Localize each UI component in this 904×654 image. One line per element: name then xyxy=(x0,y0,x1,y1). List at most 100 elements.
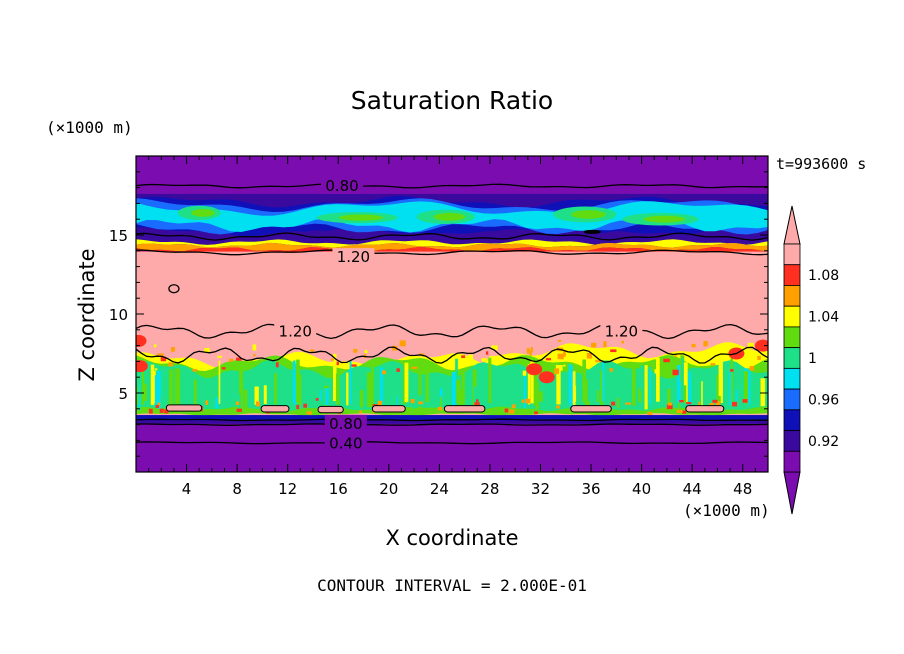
cloud-filament xyxy=(439,388,443,401)
upper-patch-b102 xyxy=(571,210,606,219)
cloud-top-speckle xyxy=(461,355,466,359)
cloud-filament xyxy=(393,377,397,406)
cloud-filament xyxy=(425,368,429,403)
x-tick-label: 48 xyxy=(733,480,752,498)
cloud-top-speckle xyxy=(364,350,368,354)
cloud-top-speckle xyxy=(563,350,566,357)
cloud-base-speckle xyxy=(525,398,531,404)
cloud-base-speckle xyxy=(625,402,632,405)
cloud-top-speckle xyxy=(396,368,400,372)
cloud-base-speckle xyxy=(698,401,701,406)
cloud-filament xyxy=(403,365,406,404)
colorbar-segment xyxy=(783,264,801,286)
upper-patch-b102 xyxy=(191,208,215,217)
cloud-top-speckle xyxy=(555,365,563,371)
cloud-filament xyxy=(346,372,349,406)
contour-line-080-upper xyxy=(136,183,768,189)
cloud-filament xyxy=(621,382,626,408)
cloud-filament xyxy=(366,372,372,408)
cloud-top-speckle xyxy=(558,339,562,342)
cloud-base-speckle xyxy=(303,403,308,408)
cloud-base-speckle xyxy=(437,406,443,411)
cloud-top-speckle xyxy=(481,358,487,362)
cloud-top-speckle xyxy=(653,357,657,360)
contour-label-bg xyxy=(324,414,367,432)
cloud-filament xyxy=(681,357,684,405)
cloud-filament xyxy=(748,369,751,406)
cloud-top-speckle xyxy=(392,345,398,351)
cloud-top-speckle xyxy=(204,347,210,353)
x-tick-label: 24 xyxy=(430,480,449,498)
colorbar-segment xyxy=(783,367,801,390)
cloud-top-speckle xyxy=(157,353,164,356)
lower-supersaturated-pocket xyxy=(317,405,344,414)
cloud-filament xyxy=(294,382,298,405)
cloud-filament xyxy=(461,368,465,405)
cloud-filament xyxy=(193,379,197,405)
cloud-top-speckle xyxy=(595,360,602,363)
contour-label: 0.80 xyxy=(329,415,362,433)
contour-line-080-lower xyxy=(136,418,768,422)
contour-line-120-lower xyxy=(136,323,768,340)
cloud-filament xyxy=(735,389,738,402)
cloud-base-speckle xyxy=(164,409,169,414)
contour-label: 0.80 xyxy=(325,177,358,195)
cloud-filament xyxy=(238,394,241,409)
cloud-filament xyxy=(760,378,766,407)
cloud-base-speckle xyxy=(712,399,718,403)
x-tick-label: 12 xyxy=(278,480,297,498)
x-tick-label: 20 xyxy=(379,480,398,498)
upper-patch-b102 xyxy=(338,214,384,221)
red-blob xyxy=(754,339,768,352)
cloud-top-speckle xyxy=(342,364,345,368)
cloud-base-speckle xyxy=(418,401,423,405)
cloud-base-speckle xyxy=(306,411,312,415)
cloud-base-speckle xyxy=(679,399,684,403)
cloud-filament xyxy=(243,389,248,410)
cloud-base-speckle xyxy=(686,401,692,405)
cloud-top-speckle xyxy=(545,358,552,361)
cloud-base-speckle xyxy=(534,411,538,415)
cloud-top-speckle xyxy=(522,370,527,376)
cloud-base-speckle xyxy=(676,409,683,414)
cloud-filament xyxy=(578,373,584,407)
contour-label-bg xyxy=(324,434,367,452)
cloud-filament xyxy=(683,362,688,403)
cloud-base-speckle xyxy=(555,405,560,409)
x-tick-label: 8 xyxy=(232,480,242,498)
cloud-filament xyxy=(362,387,367,410)
contour-interval-note: CONTOUR INTERVAL = 2.000E-01 xyxy=(317,576,587,595)
cloud-filament xyxy=(263,385,267,404)
contour-line-080-lower-2 xyxy=(136,423,768,426)
cloud-filament xyxy=(602,362,605,402)
colorbar-segment xyxy=(783,285,801,307)
cloud-top-speckle xyxy=(171,347,175,352)
cloud-filament xyxy=(701,381,703,410)
cloud-top-speckle xyxy=(217,355,222,358)
contour-closed-small xyxy=(168,284,180,294)
contour-line-100-lower xyxy=(136,346,768,364)
cloud-top-speckle xyxy=(691,343,696,348)
cloud-filament xyxy=(538,391,543,402)
colorbar-label: 1.08 xyxy=(808,268,839,284)
cloud-filament xyxy=(582,359,587,402)
cloud-top-speckle xyxy=(275,362,279,368)
cloud-filament xyxy=(572,371,576,408)
contour-line-040 xyxy=(136,441,768,445)
cloud-filament xyxy=(568,363,571,405)
cloud-base-speckle xyxy=(157,402,161,406)
cloud-top-speckle xyxy=(554,368,560,375)
cloud-base-speckle xyxy=(296,404,300,410)
cloud-base-speckle xyxy=(709,403,715,408)
cloud-filament xyxy=(156,370,161,409)
cloud-filament xyxy=(530,360,534,404)
cloud-filament xyxy=(254,386,259,405)
upper-patch-b102 xyxy=(643,215,686,223)
cloud-top-speckle xyxy=(710,363,716,366)
cloud-top-speckle xyxy=(168,362,173,367)
cloud-base-speckle xyxy=(715,401,721,407)
contour-label: 1.20 xyxy=(605,322,638,340)
x-tick-label: 36 xyxy=(581,480,600,498)
red-blob xyxy=(136,360,148,373)
